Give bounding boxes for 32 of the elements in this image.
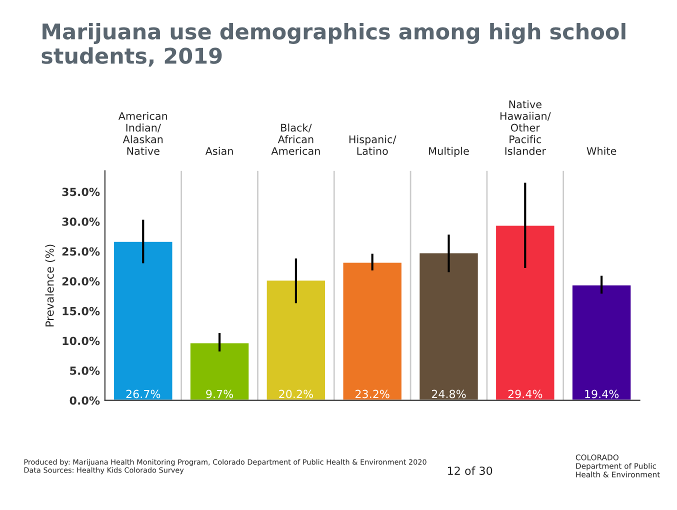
- x-tick-label: White: [586, 146, 616, 155]
- y-tick-label: 0.0%: [70, 396, 100, 405]
- data-label: 23.2%: [356, 390, 390, 398]
- y-tick-label: 30.0%: [62, 217, 100, 226]
- chart-title: Marijuana use demographics among high school students, 2019: [42, 22, 626, 67]
- y-axis-title: Prevalence (%): [45, 244, 56, 326]
- bar: [342, 261, 403, 400]
- y-tick-label: 35.0%: [62, 188, 100, 196]
- y-tick-label: 15.0%: [62, 306, 100, 316]
- x-tick-label: Multiple: [429, 146, 469, 157]
- data-label: 9.7%: [206, 390, 234, 398]
- data-label: 19.4%: [585, 390, 619, 398]
- data-label: 24.8%: [432, 390, 466, 398]
- bar: [571, 284, 632, 400]
- x-tick-label: American Indian/ Alaskan Native: [118, 112, 168, 155]
- x-tick-label: Asian: [205, 146, 233, 155]
- data-label: 26.7%: [126, 390, 160, 398]
- bar: [112, 240, 174, 400]
- data-label: 29.4%: [508, 390, 542, 398]
- x-tick-label: Native Hawaiian/ Other Pacific Islander: [500, 100, 551, 155]
- y-tick-label: 20.0%: [62, 277, 100, 286]
- bar: [265, 279, 326, 400]
- text: 12 of 30: [448, 466, 492, 475]
- y-tick-label: 10.0%: [62, 336, 100, 346]
- y-tick-label: 5.0%: [70, 366, 100, 375]
- x-tick-label: Black/ African American: [271, 124, 320, 155]
- bar: [189, 342, 250, 400]
- bar: [418, 252, 480, 400]
- bar: [494, 224, 556, 400]
- x-tick-label: Hispanic/ Latino: [349, 135, 396, 155]
- y-tick-label: 25.0%: [62, 247, 100, 256]
- data-label: 20.2%: [279, 390, 313, 398]
